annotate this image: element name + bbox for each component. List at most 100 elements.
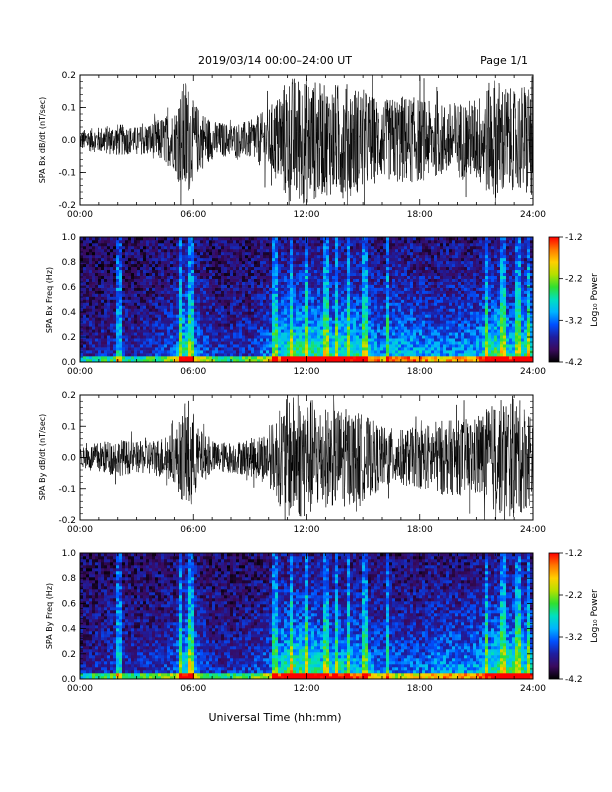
spectrogram-cell (128, 323, 132, 327)
spectrogram-cell (224, 293, 228, 297)
spectrogram-cell (86, 329, 90, 333)
spectrogram-cell (200, 350, 204, 354)
spectrogram-cell (278, 353, 282, 357)
spectrogram-cell (296, 278, 300, 282)
spectrogram-cell (386, 344, 390, 348)
spectrogram-cell (158, 287, 162, 291)
spectrogram-cell (353, 308, 357, 312)
spectrogram-cell (272, 290, 276, 294)
spectrogram-cell (161, 266, 165, 271)
spectrogram-cell (371, 359, 375, 363)
spectrogram-cell (248, 266, 252, 271)
spectrogram-cell (95, 272, 99, 276)
spectrogram-cell (332, 353, 336, 357)
spectrogram-cell (200, 356, 204, 360)
spectrogram-cell (275, 314, 279, 318)
spectrogram-cell (308, 314, 312, 318)
spectrogram-cell (89, 257, 93, 262)
spectrogram-cell (89, 350, 93, 354)
spectrogram-cell (314, 269, 318, 274)
spectrogram-cell (305, 320, 309, 324)
spectrogram-cell (248, 326, 252, 330)
spectrogram-cell (191, 275, 195, 279)
spectrogram-cell (140, 344, 144, 348)
spectrogram-cell (332, 350, 336, 354)
spectrogram-cell (284, 341, 288, 345)
spectrogram-cell (371, 332, 375, 336)
spectrogram-cell (218, 293, 222, 297)
spectrogram-cell (398, 293, 402, 297)
spectrogram-cell (152, 320, 156, 324)
spectrogram-cell (299, 245, 303, 250)
spectrogram-cell (251, 341, 255, 345)
spectrogram-cell (128, 329, 132, 333)
spectrogram-cell (155, 272, 159, 276)
spectrogram-cell (143, 275, 147, 279)
spectrogram-cell (359, 260, 363, 265)
spectrogram-cell (182, 287, 186, 291)
spectrogram-cell (386, 293, 390, 297)
spectrogram-cell (266, 278, 270, 282)
spectrogram-cell (83, 237, 87, 241)
spectrogram-cell (236, 338, 240, 342)
spectrogram-cell (290, 344, 294, 348)
spectrogram-cell (164, 245, 168, 250)
spectrogram-cell (125, 347, 129, 351)
spectrogram-cell (212, 248, 216, 253)
spectrogram-cell (413, 332, 417, 336)
spectrogram-cell (191, 296, 195, 300)
spectrogram-cell (137, 323, 141, 327)
spectrogram-cell (323, 341, 327, 345)
spectrogram-cell (365, 278, 369, 282)
spectrogram-cell (89, 275, 93, 279)
spectrogram-cell (350, 275, 354, 279)
spectrogram-cell (344, 287, 348, 291)
spectrogram-cell (92, 284, 96, 288)
spectrogram-cell (164, 278, 168, 282)
spectrogram-cell (110, 341, 114, 345)
spectrogram-cell (356, 284, 360, 288)
spectrogram-cell (269, 260, 273, 265)
spectrogram-cell (95, 290, 99, 294)
spectrogram-cell (239, 359, 243, 363)
spectrogram-cell (353, 278, 357, 282)
spectrogram-cell (383, 323, 387, 327)
spectrogram-cell (116, 299, 120, 303)
spectrogram-cell (275, 254, 279, 259)
spectrogram-cell (95, 296, 99, 300)
spectrogram-cell (125, 239, 129, 244)
spectrogram-cell (347, 290, 351, 294)
spectrogram-cell (212, 284, 216, 288)
spectrogram-cell (197, 335, 201, 339)
spectrogram-cell (323, 278, 327, 282)
spectrogram-cell (215, 320, 219, 324)
spectrogram-cell (242, 254, 246, 259)
spectrogram-cell (242, 326, 246, 330)
spectrogram-cell (101, 314, 105, 318)
spectrogram-cell (155, 242, 159, 247)
spectrogram-cell (122, 311, 126, 315)
spectrogram-cell (311, 275, 315, 279)
spectrogram-cell (188, 308, 192, 312)
spectrogram-cell (104, 242, 108, 247)
spectrogram-cell (155, 335, 159, 339)
spectrogram-cell (80, 287, 84, 291)
spectrogram-cell (374, 299, 378, 303)
spectrogram-cell (176, 320, 180, 324)
spectrogram-cell (344, 237, 348, 241)
spectrogram-cell (119, 254, 123, 259)
spectrogram-cell (209, 296, 213, 300)
spectrogram-cell (275, 290, 279, 294)
spectrogram-cell (200, 293, 204, 297)
spectrogram-cell (230, 323, 234, 327)
spectrogram-cell (197, 287, 201, 291)
spectrogram-cell (263, 341, 267, 345)
spectrogram-cell (86, 320, 90, 324)
spectrogram-cell (221, 356, 225, 360)
spectrogram-cell (374, 242, 378, 247)
spectrogram-cell (338, 237, 342, 241)
spectrogram-cell (383, 326, 387, 330)
spectrogram-cell (248, 314, 252, 318)
spectrogram-cell (110, 329, 114, 333)
spectrogram-cell (272, 237, 276, 241)
